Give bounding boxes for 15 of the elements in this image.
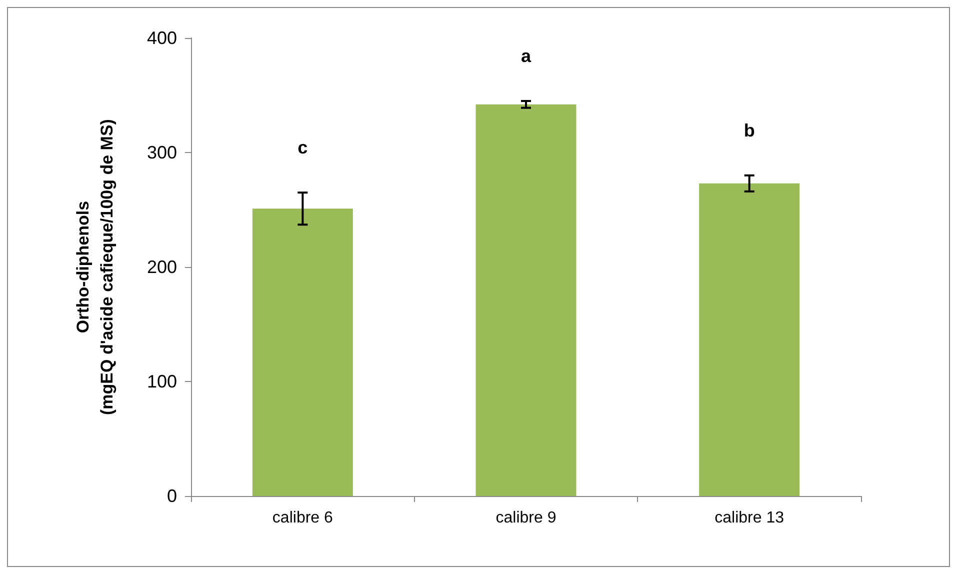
annotation: b [744, 120, 755, 140]
x-tick-label: calibre 9 [496, 510, 556, 526]
bar [476, 104, 576, 496]
bar [699, 183, 800, 496]
y-tick-label: 100 [146, 372, 177, 392]
y-tick-label: 300 [146, 142, 177, 162]
y-tick-label: 400 [146, 28, 177, 48]
bar [252, 208, 353, 496]
annotation: a [520, 46, 532, 66]
x-tick-label: calibre 6 [272, 510, 334, 526]
x-tick-label: calibre 13 [714, 510, 784, 526]
y-axis-title: Ortho-diphenols (mgEQ d'acide cafieque/100g de MS) [74, 119, 116, 415]
y-tick-label: 200 [146, 257, 177, 277]
annotation: c [298, 138, 308, 158]
y-tick-label: 0 [166, 486, 177, 506]
